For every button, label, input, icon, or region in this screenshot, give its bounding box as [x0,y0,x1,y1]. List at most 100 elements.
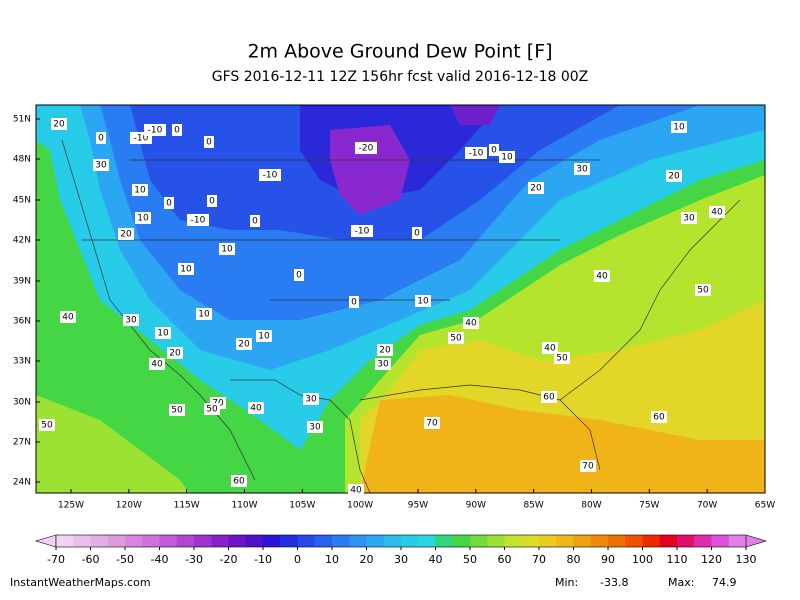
colorbar-segment [573,535,592,547]
contour-label-text: 20 [169,349,181,359]
colorbar-segment [349,535,367,547]
contour-label-text: 70 [582,462,594,472]
contour-label: 50 [169,404,185,416]
contour-label: 10 [256,330,272,342]
contour-label-text: 30 [125,316,137,326]
contour-label-box [256,330,272,342]
colorbar-segment [694,535,712,547]
contour-label: -10 [144,124,166,136]
colorbar-tick-label: 90 [601,553,615,566]
contour-label: 20 [167,347,183,359]
colorbar-end [34,534,57,548]
lat-label: 27N [13,438,31,448]
colorbar-segment [728,535,747,547]
contour-label-text: 40 [465,319,477,329]
contour-label: 20 [377,344,393,356]
colorbar-tick-label: 110 [667,553,688,566]
contour-label: 0 [489,144,499,156]
contour-label-text: 30 [576,165,588,175]
contour-label-text: 10 [501,153,513,163]
contour-label-text: 20 [238,340,250,350]
colorbar-segment [625,535,643,547]
colorbar-segment [245,535,264,547]
contour-label: 30 [375,358,391,370]
contour-label-text: 10 [134,186,146,196]
contour-label-text: 50 [171,406,183,416]
contour-label: -10 [465,147,487,159]
colorbar-segment [608,535,626,547]
max-label: Max: [668,576,694,589]
contour-label: -10 [351,225,373,237]
contour-label-box [135,212,151,224]
contour-label-text: 0 [296,271,302,281]
contour-label-text: 30 [305,395,317,405]
contour-label-text: 20 [530,184,542,194]
contour-label: 40 [594,270,610,282]
contour-label-text: 50 [41,421,53,431]
colorbar-segment [211,535,229,547]
contour-label-box [231,475,247,487]
title: 2m Above Ground Dew Point [F] [247,41,552,63]
contour-label-box [349,296,359,308]
contour-label-box [172,124,182,136]
contour-label: 0 [250,215,260,227]
contour-label-box [448,332,464,344]
contour-label: 10 [499,151,515,163]
contour-label-box [149,358,165,370]
contour-label-box [377,344,393,356]
site: InstantWeatherMaps.com [10,576,151,589]
colorbar-tick-label: 80 [567,553,581,566]
contour-label-text: 50 [450,334,462,344]
contour-label-text: 40 [151,360,163,370]
contour-label-text: 50 [206,405,218,415]
contour-label-text: 0 [491,146,497,156]
contour-label-box [541,391,557,403]
contour-label-box [671,121,687,133]
contour-label-text: 0 [166,199,172,209]
contour-label-box [709,206,725,218]
lon-label: 80W [581,501,601,511]
contour-label-text: -10 [148,126,163,136]
colorbar-segment [332,535,350,547]
min-label: Min: [555,576,578,589]
contour-label-box [463,317,479,329]
contour-label-box [542,342,558,354]
contour-label: 60 [541,391,557,403]
contour-label-box [250,215,260,227]
colorbar-segment [504,535,523,547]
contour-label: 30 [307,421,323,433]
contour-label: 0 [164,197,174,209]
lon-label: 110W [231,501,257,511]
colorbar-segment [107,535,126,547]
contour-label: 0 [204,136,214,148]
contour-label-box [528,182,544,194]
contour-label: 10 [178,263,194,275]
colorbar-tick-label: -50 [116,553,134,566]
contour-label-text: -10 [469,149,484,159]
contour-label-text: 60 [543,393,555,403]
contour-label-text: -20 [359,144,374,154]
colorbar-segment [73,535,91,547]
field-70 [360,395,765,493]
contour-label-box [294,269,304,281]
contour-label-text: 30 [683,214,695,224]
contour-label: 40 [248,402,264,414]
contour-label-text: 10 [198,310,210,320]
colorbar-tick-label: 10 [325,553,339,566]
colorbar-tick-label: -10 [254,553,272,566]
contour-label: 40 [542,342,558,354]
contour-label: 20 [51,118,67,130]
colorbar-segment [280,535,298,547]
contour-label: 10 [671,121,687,133]
colorbar-segment [142,535,160,547]
contour-label: 70 [424,417,440,429]
colorbar-segment [487,535,505,547]
contour-label-box [412,227,422,239]
colorbar-segment [90,535,109,547]
contour-label: 0 [294,269,304,281]
contour-label: 0 [172,124,182,136]
contour-label-text: 0 [209,197,215,207]
contour-label-box [580,460,596,472]
contour-label: 50 [204,403,220,415]
colorbar-segment [297,535,316,547]
